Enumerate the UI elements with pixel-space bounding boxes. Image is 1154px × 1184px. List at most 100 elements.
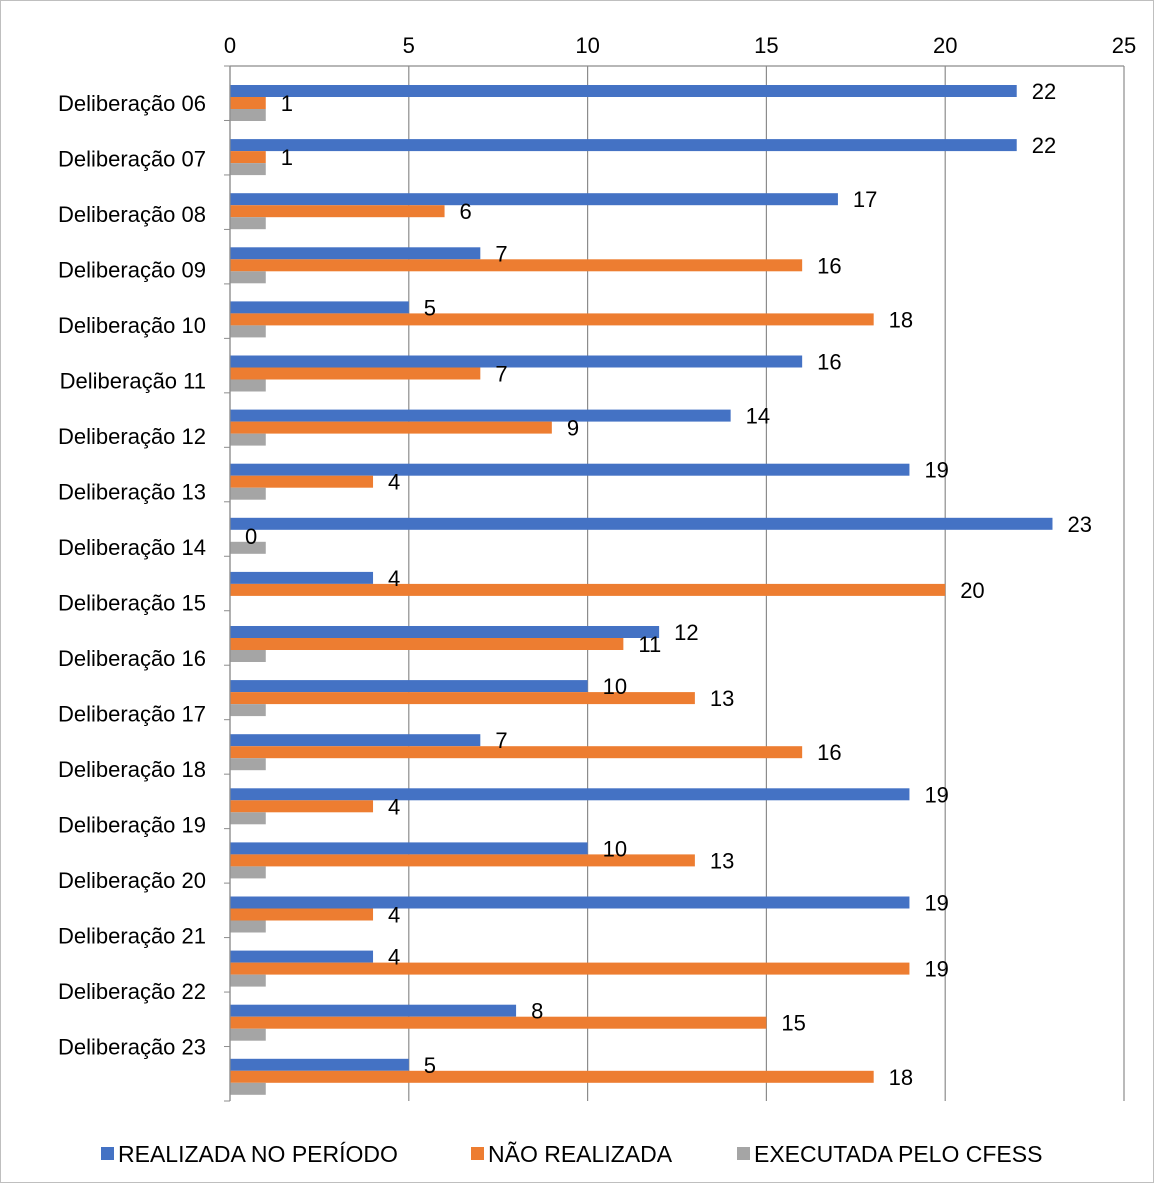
data-label-series-2-row-4: 16	[817, 253, 841, 278]
data-label-series-2-row-17: 19	[924, 957, 948, 982]
bar-series-3-row-15	[230, 866, 266, 879]
bar-series-3-row-4	[230, 271, 266, 284]
category-label-13: Deliberação 18	[58, 757, 206, 782]
bars	[230, 85, 1053, 1095]
x-tick-label-20: 20	[933, 33, 957, 58]
bar-series-3-row-17	[230, 974, 266, 987]
bar-series-1-row-8	[230, 463, 910, 476]
category-label-16: Deliberação 21	[58, 924, 206, 949]
bar-series-3-row-5	[230, 325, 266, 338]
x-tick-label-10: 10	[575, 33, 599, 58]
bar-series-3-row-2	[230, 163, 266, 176]
bar-series-3-row-1	[230, 109, 266, 121]
bar-series-1-row-9	[230, 517, 1053, 530]
data-label-series-1-row-2: 22	[1032, 133, 1056, 158]
data-label-series-1-row-3: 17	[853, 187, 877, 212]
data-label-series-1-row-1: 22	[1032, 79, 1056, 104]
legend: REALIZADA NO PERÍODO NÃO REALIZADA EXECUTA…	[101, 1141, 1042, 1167]
bar-series-3-row-19	[230, 1082, 266, 1095]
bar-series-1-row-4	[230, 247, 481, 260]
category-label-17: Deliberação 22	[58, 979, 206, 1004]
bar-series-2-row-1	[230, 97, 266, 109]
data-label-series-1-row-14: 19	[924, 782, 948, 807]
category-label-4: Deliberação 09	[58, 258, 206, 283]
bar-series-2-row-14	[230, 800, 374, 813]
data-label-series-1-row-19: 5	[424, 1053, 436, 1078]
category-label-15: Deliberação 20	[58, 868, 206, 893]
data-label-series-1-row-4: 7	[495, 241, 507, 266]
data-label-series-2-row-15: 13	[710, 848, 734, 873]
category-label-2: Deliberação 07	[58, 147, 206, 172]
bar-series-3-row-18	[230, 1028, 266, 1041]
data-label-series-1-row-7: 14	[746, 404, 770, 429]
bar-series-2-row-12	[230, 692, 695, 705]
data-label-series-2-row-12: 13	[710, 686, 734, 711]
data-label-series-2-row-8: 4	[388, 470, 400, 495]
bar-series-2-row-4	[230, 259, 803, 272]
data-label-series-1-row-9: 23	[1067, 512, 1091, 537]
category-label-11: Deliberação 16	[58, 646, 206, 671]
labels: 0 5 10 15 20 25222217751614192341210719101948…	[58, 33, 1136, 1090]
bar-series-1-row-5	[230, 301, 409, 314]
data-label-series-2-row-2: 1	[281, 145, 293, 170]
x-tick-label-25: 25	[1112, 33, 1136, 58]
data-label-series-2-row-14: 4	[388, 794, 400, 819]
legend-label-1: REALIZADA NO PERÍODO	[118, 1141, 398, 1167]
data-label-series-2-row-18: 15	[781, 1011, 805, 1036]
legend-swatch-2	[471, 1147, 484, 1160]
data-label-series-2-row-11: 11	[638, 632, 661, 657]
category-label-18: Deliberação 23	[58, 1035, 206, 1060]
bar-series-1-row-1	[230, 85, 1017, 97]
bar-series-1-row-2	[230, 139, 1017, 152]
category-label-8: Deliberação 13	[58, 480, 206, 505]
category-label-7: Deliberação 12	[58, 424, 206, 449]
bar-series-3-row-7	[230, 433, 266, 446]
data-label-series-1-row-13: 7	[495, 728, 507, 753]
data-label-series-2-row-3: 6	[460, 199, 472, 224]
bar-series-3-row-3	[230, 217, 266, 230]
bar-series-1-row-16	[230, 896, 910, 909]
bar-series-3-row-6	[230, 379, 266, 392]
bar-series-2-row-19	[230, 1070, 874, 1083]
bar-series-1-row-15	[230, 842, 588, 855]
category-label-12: Deliberação 17	[58, 702, 206, 727]
bar-series-1-row-19	[230, 1058, 409, 1071]
bar-series-3-row-12	[230, 704, 266, 717]
category-label-6: Deliberação 11	[60, 369, 206, 394]
data-label-series-2-row-7: 9	[567, 416, 579, 441]
data-label-series-1-row-6: 16	[817, 350, 841, 375]
bar-series-2-row-10	[230, 583, 946, 596]
x-tick-label-5: 5	[403, 33, 415, 58]
bar-series-1-row-6	[230, 355, 803, 368]
bar-series-2-row-8	[230, 475, 374, 488]
legend-label-2: NÃO REALIZADA	[488, 1141, 673, 1167]
bar-series-1-row-14	[230, 788, 910, 801]
bar-series-1-row-3	[230, 193, 838, 206]
category-label-10: Deliberação 15	[58, 591, 206, 616]
data-label-series-1-row-8: 19	[924, 458, 948, 483]
data-label-series-1-row-10: 4	[388, 566, 400, 591]
category-label-1: Deliberação 06	[58, 91, 206, 116]
bar-series-2-row-17	[230, 962, 910, 975]
bar-series-2-row-13	[230, 746, 803, 759]
legend-label-3: EXECUTADA PELO CFESS	[754, 1141, 1042, 1167]
legend-swatch-1	[101, 1147, 114, 1160]
bar-series-2-row-2	[230, 151, 266, 164]
bar-series-1-row-18	[230, 1004, 517, 1017]
data-label-series-2-row-1: 1	[281, 91, 293, 116]
x-tick-label-0: 0	[224, 33, 236, 58]
bar-series-2-row-11	[230, 638, 624, 650]
bar-series-2-row-7	[230, 421, 552, 434]
bar-series-2-row-5	[230, 313, 874, 326]
bar-series-3-row-13	[230, 758, 266, 771]
data-label-series-1-row-17: 4	[388, 945, 400, 970]
bar-series-1-row-11	[230, 626, 660, 638]
bar-series-2-row-16	[230, 908, 374, 921]
data-label-series-2-row-9: 0	[245, 524, 257, 549]
bar-series-3-row-9	[230, 541, 266, 554]
data-label-series-1-row-18: 8	[531, 999, 543, 1024]
legend-swatch-3	[737, 1147, 750, 1160]
bar-series-3-row-14	[230, 812, 266, 825]
bar-series-1-row-10	[230, 571, 374, 584]
